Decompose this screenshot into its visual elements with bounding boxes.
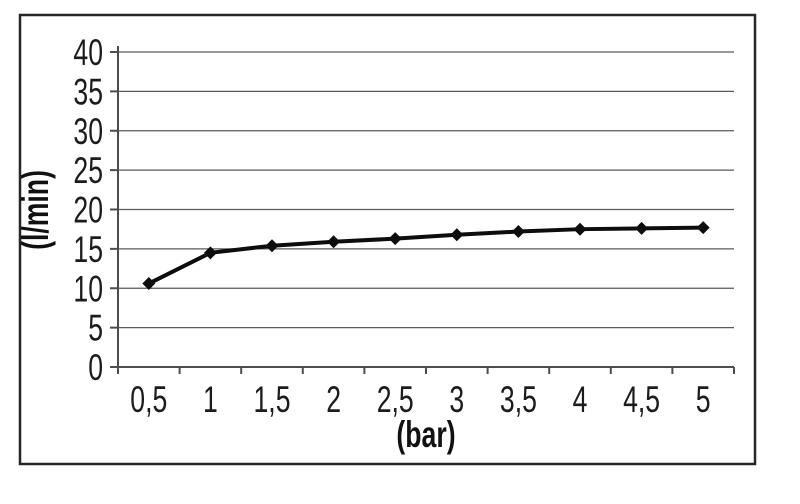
marker-diamond-8	[635, 221, 649, 235]
x-axis-title-text: (bar)	[396, 414, 455, 455]
x-tick-label-0: 0,5	[130, 379, 167, 420]
y-tick-label-group: 0	[88, 347, 103, 388]
y-tick-label-40: 40	[73, 32, 103, 73]
data-series	[142, 221, 710, 291]
y-tick-label-group: 35	[73, 71, 103, 112]
x-tick-label-group: 2	[326, 379, 341, 420]
x-axis-tick-labels: 0,5 1 1,5 2 2,5 3 3,5 4 4,5 5	[130, 379, 710, 420]
x-tick-label-8: 4,5	[623, 379, 660, 420]
y-tick-label-group: 5	[88, 307, 103, 348]
x-tick-label-group: 5	[696, 379, 711, 420]
y-tick-label-25: 25	[73, 150, 103, 191]
marker-diamond-9	[696, 221, 710, 235]
marker-diamond-4	[388, 232, 402, 246]
marker-diamond-3	[327, 235, 341, 249]
x-tick-label-group: 2,5	[377, 379, 414, 420]
marker-diamond-6	[511, 225, 525, 239]
x-tick-label-group: 0,5	[130, 379, 167, 420]
x-tick-label-3: 2	[326, 379, 341, 420]
x-tick-label-7: 4	[573, 379, 588, 420]
y-tick-label-group: 15	[73, 229, 103, 270]
y-tick-label-group: 20	[73, 189, 103, 230]
y-tick-label-5: 5	[88, 307, 103, 348]
gridlines	[118, 51, 734, 329]
y-tick-label-group: 30	[73, 110, 103, 151]
x-axis-title: (bar)	[396, 414, 455, 455]
marker-diamond-0	[142, 277, 156, 291]
x-tick-label-group: 4	[573, 379, 588, 420]
y-tick-label-15: 15	[73, 229, 103, 270]
axes	[110, 46, 735, 374]
y-tick-label-35: 35	[73, 71, 103, 112]
y-tick-label-20: 20	[73, 189, 103, 230]
x-tick-label-1: 1	[203, 379, 218, 420]
x-tick-label-group: 1,5	[253, 379, 290, 420]
x-tick-label-group: 4,5	[623, 379, 660, 420]
y-tick-label-10: 10	[73, 268, 103, 309]
y-tick-label-30: 30	[73, 110, 103, 151]
marker-diamond-7	[573, 222, 587, 236]
marker-diamond-2	[265, 239, 279, 253]
x-tick-label-group: 3	[449, 379, 464, 420]
marker-diamond-5	[450, 228, 464, 242]
y-tick-label-group: 25	[73, 150, 103, 191]
y-tick-label-group: 10	[73, 268, 103, 309]
x-tick-label-group: 1	[203, 379, 218, 420]
x-tick-label-5: 3	[449, 379, 464, 420]
y-axis-title: (l/min)	[15, 170, 56, 250]
x-tick-label-group: 3,5	[500, 379, 537, 420]
x-tick-label-9: 5	[696, 379, 711, 420]
marker-diamond-1	[203, 246, 217, 260]
y-tick-label-group: 40	[73, 32, 103, 73]
x-tick-label-6: 3,5	[500, 379, 537, 420]
y-axis-title-text: (l/min)	[15, 170, 56, 250]
x-tick-label-4: 2,5	[377, 379, 414, 420]
y-tick-label-0: 0	[88, 347, 103, 388]
x-tick-label-2: 1,5	[253, 379, 290, 420]
series-line-flow-rate-curve	[146, 225, 706, 286]
